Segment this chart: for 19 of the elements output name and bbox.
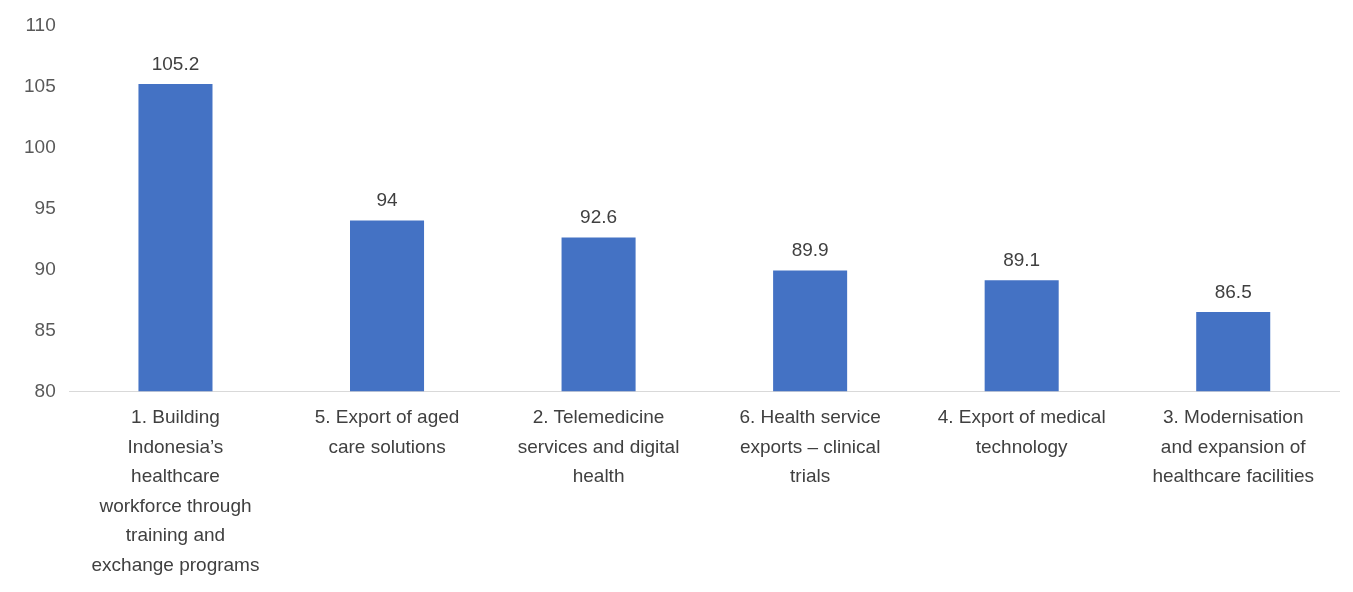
y-tick-label: 80 [34,379,56,401]
x-tick-label: 3. Modernisation and expansion of healthcare facilities [1152,406,1315,487]
x-tick-label: 2. Telemedicine services and digital health [517,406,680,487]
y-tick-label: 95 [34,196,56,218]
data-label: 94 [376,189,399,211]
data-label: 92.6 [580,206,618,228]
x-tick-label: 5. Export of aged care solutions [314,406,460,457]
y-tick-label: 105 [24,74,56,96]
y-tick-label: 85 [34,318,56,340]
y-tick-label: 100 [24,135,56,157]
y-tick-label: 110 [25,13,56,35]
x-tick-label: 6. Health service exports – clinical trials [739,406,881,487]
x-tick-label: 1. Building Indonesia’s healthcare workforce through training and exchange programs [91,406,260,575]
data-label: 86.5 [1214,280,1252,302]
data-label: 89.9 [791,239,829,261]
data-label: 89.1 [1003,249,1041,271]
y-tick-label: 90 [34,257,56,279]
data-label: 105.2 [151,52,200,74]
x-tick-label: 4. Export of medical technology [937,406,1106,457]
